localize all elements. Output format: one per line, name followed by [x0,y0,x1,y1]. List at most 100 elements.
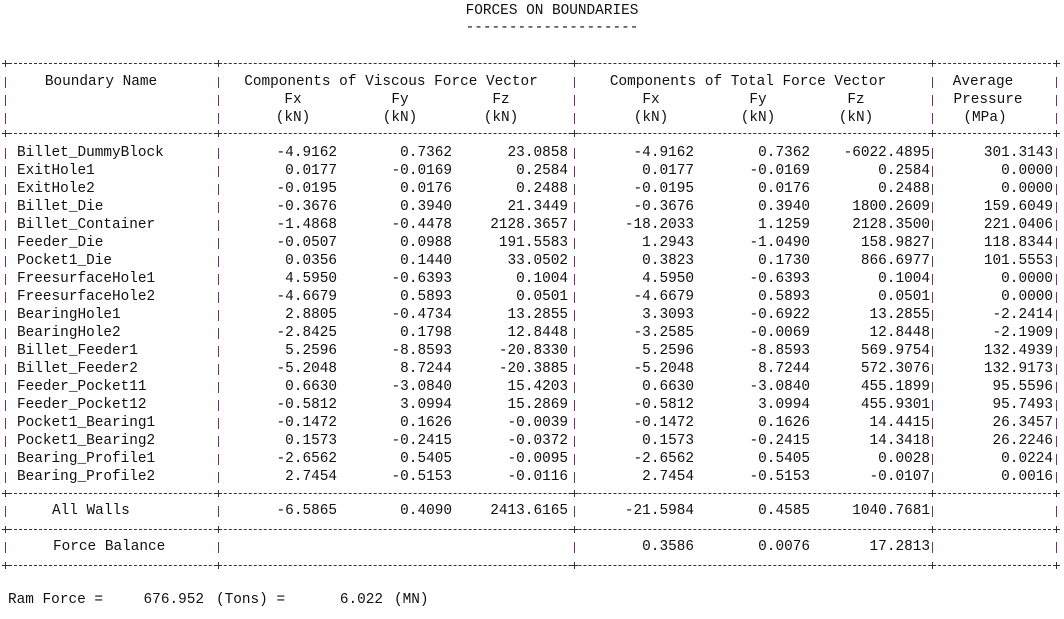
divider-junction [571,562,578,569]
column-separator [1056,364,1057,375]
cell-vfz: -0.0095 [507,451,568,467]
divider-junction [2,130,9,137]
column-separator [1056,95,1057,106]
column-separator [574,436,575,447]
boundary-name: Feeder_Pocket12 [17,397,147,413]
column-separator [574,400,575,411]
cell-vfx: -0.0195 [276,181,337,197]
column-separator [5,95,6,106]
header-boundary-name: Boundary Name [44,74,158,90]
all-walls-tfz: 1040.7681 [852,503,930,519]
column-separator [574,364,575,375]
divider-junction [929,490,936,497]
column-separator [218,328,219,339]
divider-junction [215,526,222,533]
column-separator [218,166,219,177]
cell-tfx: 3.3093 [642,307,694,323]
column-separator [5,310,6,321]
all-walls-vfy: 0.4090 [400,503,452,519]
cell-tfx: -0.1472 [633,415,694,431]
divider-junction [2,562,9,569]
column-separator [932,274,933,285]
column-separator [932,166,933,177]
column-separator [218,472,219,483]
column-separator [1056,400,1057,411]
column-separator [5,202,6,213]
boundary-name: Billet_Feeder2 [17,361,138,377]
cell-vfy: -8.8593 [391,343,452,359]
column-separator [5,77,6,88]
column-separator [218,418,219,429]
boundary-name: ExitHole2 [17,181,95,197]
cell-vfx: -2.8425 [276,325,337,341]
column-separator [218,256,219,267]
column-separator [218,346,219,357]
column-separator [5,346,6,357]
column-separator [574,202,575,213]
column-separator [5,400,6,411]
column-separator [574,113,575,124]
cell-p: 0.0000 [1001,163,1053,179]
cell-vfz: -0.0372 [507,433,568,449]
cell-vfz: 23.0858 [507,145,568,161]
column-separator [932,238,933,249]
column-separator [5,436,6,447]
cell-p: 26.2246 [992,433,1053,449]
column-separator [1056,328,1057,339]
header-tfy: Fy [749,92,767,108]
column-separator [1056,113,1057,124]
cell-tfx: -4.6679 [633,289,694,305]
cell-vfy: -0.5153 [391,469,452,485]
cell-vfx: -0.5812 [276,397,337,413]
column-separator [1056,292,1057,303]
header-vfy: Fy [391,92,409,108]
boundary-name: Pocket1_Bearing1 [17,415,156,431]
cell-p: 95.5596 [992,379,1053,395]
ram-force-tons-unit: (Tons) = [216,592,286,608]
cell-tfz: 13.2855 [869,307,930,323]
cell-vfy: 0.5405 [400,451,452,467]
cell-tfz: 14.4415 [869,415,930,431]
cell-vfx: 4.5950 [285,271,337,287]
column-separator [218,310,219,321]
header-tfy-unit: (kN) [740,110,776,126]
cell-p: 0.0016 [1001,469,1053,485]
boundary-name: Feeder_Die [17,235,104,251]
boundary-name: Bearing_Profile2 [17,469,156,485]
cell-vfz: 33.0502 [507,253,568,269]
cell-tfz: 12.8448 [869,325,930,341]
column-separator [1056,274,1057,285]
cell-vfy: -0.2415 [391,433,452,449]
column-separator [932,113,933,124]
cell-p: 159.6049 [983,199,1053,215]
column-separator [5,292,6,303]
boundary-name: Pocket1_Die [17,253,112,269]
cell-p: 0.0000 [1001,289,1053,305]
cell-p: -2.2414 [992,307,1053,323]
header-pressure-unit: (MPa) [963,110,1007,126]
divider-junction [929,60,936,67]
table-divider [4,63,1056,64]
column-separator [574,292,575,303]
divider-junction [929,562,936,569]
cell-tfx: 5.2596 [642,343,694,359]
cell-vfz: 0.2488 [516,181,568,197]
cell-vfz: 15.2869 [507,397,568,413]
column-separator [5,238,6,249]
column-separator [574,382,575,393]
divider-junction [571,60,578,67]
cell-vfy: 8.7244 [400,361,452,377]
cell-tfy: 3.0994 [758,397,810,413]
cell-tfy: 0.3940 [758,199,810,215]
cell-tfz: 0.0501 [878,289,930,305]
all-walls-label: All Walls [52,503,130,519]
divider-junction [215,60,222,67]
column-separator [218,454,219,465]
cell-tfx: -4.9162 [633,145,694,161]
column-separator [218,506,219,517]
divider-junction [1053,526,1060,533]
column-separator [218,202,219,213]
all-walls-tfx: -21.5984 [624,503,694,519]
cell-vfy: 0.0988 [400,235,452,251]
cell-vfx: -0.0507 [276,235,337,251]
